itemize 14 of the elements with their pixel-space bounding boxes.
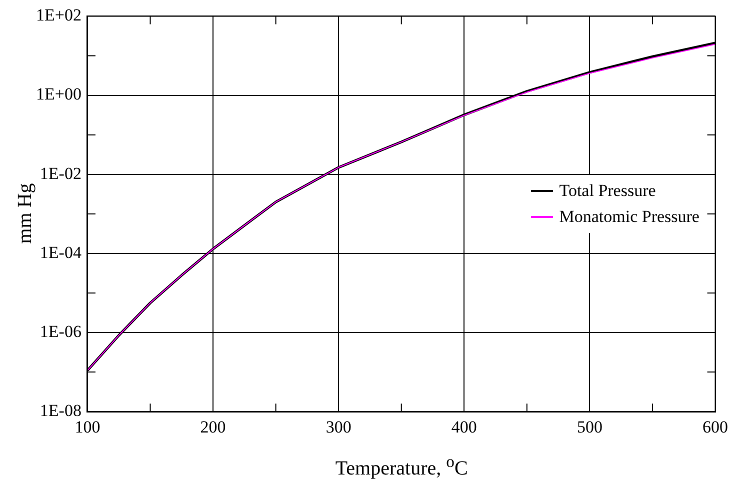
x-tick-label: 500 [576,417,602,436]
legend-label: Total Pressure [559,180,656,201]
x-tick-label: 400 [451,417,477,436]
x-tick-label: 200 [200,417,226,436]
x-tick-label: 600 [702,417,728,436]
y-tick-label: 1E-06 [40,322,82,341]
x-tick-label: 300 [326,417,352,436]
x-axis-title: Temperature, $^{o}$C [335,452,468,480]
y-tick-label: 1E-02 [40,164,82,183]
y-tick-label: 1E+02 [36,6,82,25]
y-tick-label: 1E+00 [36,84,82,104]
legend-label: Monatomic Pressure [559,206,700,227]
y-tick-label: 1E-04 [40,242,82,262]
y-axis-title: mm Hg [14,184,37,244]
